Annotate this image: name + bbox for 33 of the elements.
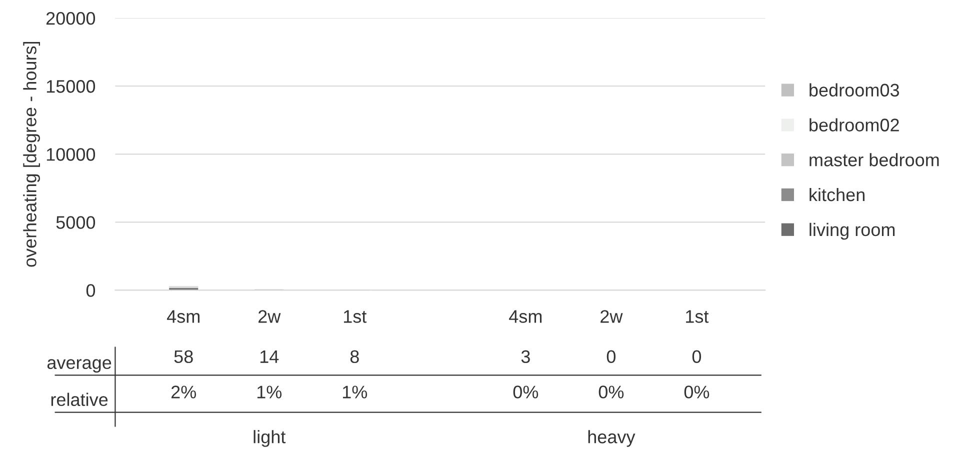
text: light xyxy=(254,430,286,447)
y-tick-label: 10000 xyxy=(46,148,96,161)
text: 1% xyxy=(342,386,368,398)
y-axis-title: overheating [degree - hours] xyxy=(23,42,40,267)
text: 58 xyxy=(174,350,193,364)
text: 0% xyxy=(513,386,538,398)
y-tick-label: 20000 xyxy=(46,12,96,25)
x-tick-label: 2w xyxy=(600,310,623,323)
legend-label: living room xyxy=(810,222,895,240)
text: 14 xyxy=(260,350,279,363)
x-tick-label: 4sm xyxy=(166,310,200,323)
text: 8 xyxy=(350,350,359,364)
y-tick-label: 15000 xyxy=(46,80,96,93)
text: relative xyxy=(51,392,108,406)
x-tick-label: 1st xyxy=(344,310,367,323)
text: average xyxy=(47,359,112,373)
x-tick-label: 1st xyxy=(686,310,709,323)
text: 0% xyxy=(684,386,710,398)
text: heavy xyxy=(588,430,636,447)
x-tick-label: 4sm xyxy=(509,310,542,323)
y-tick-label: 5000 xyxy=(56,216,96,229)
text: 0 xyxy=(692,350,702,364)
text: 1% xyxy=(257,386,282,398)
y-tick-label: 0 xyxy=(86,284,96,297)
legend-label: master bedroom xyxy=(810,153,939,166)
text: 0 xyxy=(606,350,616,364)
text: 3 xyxy=(521,350,530,364)
text: 0% xyxy=(598,386,624,398)
text: 2% xyxy=(171,386,196,398)
x-tick-label: 2w xyxy=(258,310,281,323)
legend-label: bedroom03 xyxy=(810,83,900,97)
legend-label: bedroom02 xyxy=(810,118,899,132)
legend-label: kitchen xyxy=(810,188,864,202)
